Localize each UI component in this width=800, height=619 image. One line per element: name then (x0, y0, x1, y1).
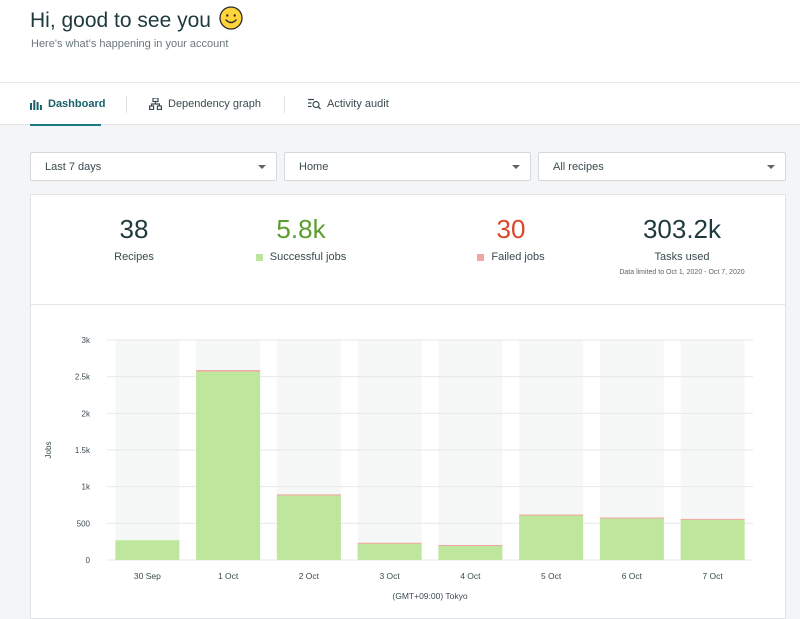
tab-dashboard[interactable]: Dashboard (30, 83, 105, 126)
stat-tasks-label: Tasks used (654, 251, 710, 263)
chevron-down-icon (258, 165, 266, 169)
stat-recipes-label: Recipes (114, 251, 154, 263)
bar-failed (196, 370, 261, 372)
list-search-icon (308, 98, 321, 110)
y-tick-label: 2k (82, 409, 91, 418)
x-tick-label: 3 Oct (379, 571, 400, 581)
stat-failed-label-text: Failed jobs (491, 251, 545, 263)
y-tick-label: 1k (82, 483, 91, 492)
y-tick-label: 0 (86, 556, 91, 565)
y-tick-label: 1.5k (75, 446, 91, 455)
stat-tasks-note: Data limited to Oct 1, 2020 - Oct 7, 202… (619, 269, 745, 276)
legend-swatch-failed (477, 253, 485, 261)
x-tick-label: 2 Oct (299, 571, 320, 581)
tab-dependency-graph-label: Dependency graph (168, 98, 261, 110)
stat-failed-jobs: 30 Failed jobs (421, 195, 601, 263)
stat-successful-label-text: Successful jobs (269, 251, 347, 263)
tab-activity-audit-label: Activity audit (327, 98, 389, 110)
bar-failed (599, 517, 664, 519)
bar-successful (115, 540, 180, 560)
stat-tasks-used: 303.2k Tasks used Data limited to Oct 1,… (592, 195, 772, 276)
period-select[interactable]: Last 7 days (30, 152, 277, 181)
bar-successful (519, 515, 584, 560)
x-tick-label: 5 Oct (541, 571, 562, 581)
tab-divider (126, 96, 127, 113)
bar-successful (599, 518, 664, 560)
bar-failed (276, 494, 341, 496)
x-tick-label: 6 Oct (622, 571, 643, 581)
chevron-down-icon (767, 165, 775, 169)
bar-successful (196, 371, 261, 560)
x-tick-label: 30 Sep (134, 571, 161, 581)
bar-successful (438, 545, 503, 560)
period-select-value: Last 7 days (45, 160, 102, 173)
stat-tasks-value: 303.2k (642, 214, 722, 244)
jobs-bar-chart: 0 500 1k 1.5k 2k 2.5k 3k 30 Sep 1 Oct 2 Oct 3 Oct 4… (44, 336, 753, 601)
folder-select[interactable]: Home (284, 152, 531, 181)
page-title: Hi, good to see you (30, 6, 243, 36)
greeting-text: Hi, good to see you (30, 9, 211, 32)
smiley-face-icon (219, 6, 243, 36)
recipes-select-value: All recipes (553, 160, 604, 173)
tab-divider (284, 96, 285, 113)
bar-chart-icon (30, 99, 42, 110)
chevron-down-icon (512, 165, 520, 169)
x-tick-label: 1 Oct (218, 571, 239, 581)
y-axis-title: Jobs (44, 442, 53, 459)
bar-successful (276, 495, 341, 560)
tab-dashboard-label: Dashboard (48, 98, 106, 110)
stat-successful-value: 5.8k (276, 214, 326, 244)
tab-activity-audit[interactable]: Activity audit (308, 83, 389, 125)
x-tick-label: 7 Oct (702, 571, 723, 581)
bar-failed (680, 518, 745, 520)
stat-recipes: 38 Recipes (44, 195, 224, 263)
stats-row: 38 Recipes 5.8k Successful jobs 30 Faile… (31, 195, 785, 305)
tab-bar: Dashboard Dependency graph Activity audi… (0, 82, 800, 126)
page-header: Hi, good to see you Here's what's happen… (0, 0, 800, 82)
bar-successful (357, 543, 422, 560)
stat-successful-jobs: 5.8k Successful jobs (211, 195, 391, 263)
stat-recipes-value: 38 (119, 214, 149, 244)
legend-swatch-success (255, 253, 263, 261)
tab-dependency-graph[interactable]: Dependency graph (149, 83, 261, 125)
bar-failed (519, 514, 584, 516)
bar-successful (680, 519, 745, 560)
stat-failed-label: Failed jobs (421, 251, 601, 263)
y-tick-label: 500 (77, 519, 91, 528)
hierarchy-icon (149, 98, 162, 110)
recipes-select[interactable]: All recipes (538, 152, 786, 181)
folder-select-value: Home (299, 160, 329, 173)
dashboard-panel: 38 Recipes 5.8k Successful jobs 30 Faile… (30, 194, 786, 619)
stat-successful-label: Successful jobs (211, 251, 391, 263)
x-tick-label: 4 Oct (460, 571, 481, 581)
page-subtitle: Here's what's happening in your account (31, 38, 229, 50)
y-tick-label: 2.5k (75, 373, 91, 382)
x-axis-title: (GMT+09:00) Tokyo (392, 591, 467, 601)
stat-failed-value: 30 (496, 214, 526, 244)
bar-failed (357, 542, 422, 544)
bar-failed (438, 544, 503, 546)
y-tick-label: 3k (82, 336, 91, 345)
